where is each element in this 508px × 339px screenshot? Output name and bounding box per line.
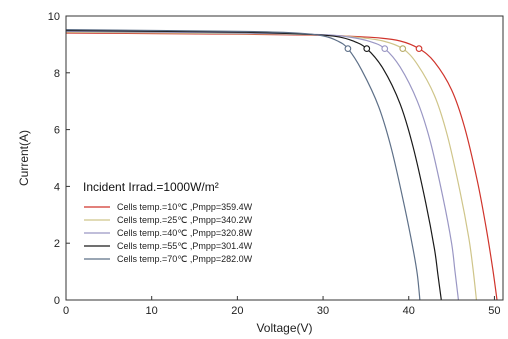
y-tick-label: 10 xyxy=(48,11,60,23)
legend-entry-4: Cells temp.=55℃ ,Pmpp=301.4W xyxy=(117,241,253,251)
x-tick-label: 50 xyxy=(488,305,500,317)
legend-title: Incident Irrad.=1000W/m² xyxy=(83,180,219,194)
x-tick-label: 30 xyxy=(317,305,329,317)
y-tick-label: 2 xyxy=(54,238,60,250)
mpp-point-1 xyxy=(415,45,423,53)
legend-entry-2: Cells temp.=25℃ ,Pmpp=340.2W xyxy=(117,215,253,225)
mpp-point-2 xyxy=(399,45,407,53)
y-tick-label: 4 xyxy=(54,181,60,193)
x-tick-label: 40 xyxy=(403,305,415,317)
x-axis-label: Voltage(V) xyxy=(256,321,312,335)
mpp-point-3 xyxy=(381,45,389,53)
x-tick-label: 0 xyxy=(63,305,69,317)
mpp-point-4 xyxy=(363,45,371,53)
plot-area-frame xyxy=(65,15,504,301)
x-tick-label: 20 xyxy=(231,305,243,317)
legend-entry-3: Cells temp.=40℃ ,Pmpp=320.8W xyxy=(117,228,253,238)
mpp-point-5 xyxy=(344,45,352,53)
legend-entry-1: Cells temp.=10℃ ,Pmpp=359.4W xyxy=(117,202,253,212)
y-tick-label: 8 xyxy=(54,68,60,80)
legend: Incident Irrad.=1000W/m² Cells temp.=10℃… xyxy=(83,180,253,264)
series-line-4 xyxy=(65,29,442,301)
y-axis-ticks: 0 2 4 6 8 10 xyxy=(48,11,70,307)
y-axis-label: Current(A) xyxy=(17,130,31,186)
y-tick-label: 0 xyxy=(54,295,60,307)
y-tick-label: 6 xyxy=(54,125,60,137)
legend-items: Cells temp.=10℃ ,Pmpp=359.4W Cells temp.=… xyxy=(84,202,253,264)
legend-entry-5: Cells temp.=70℃ ,Pmpp=282.0W xyxy=(117,254,253,264)
x-tick-label: 10 xyxy=(146,305,158,317)
x-axis-ticks: 0 10 20 30 40 50 xyxy=(63,296,501,317)
mpp-markers xyxy=(344,45,423,53)
series-line-5 xyxy=(65,29,421,301)
series-curves xyxy=(65,29,498,301)
